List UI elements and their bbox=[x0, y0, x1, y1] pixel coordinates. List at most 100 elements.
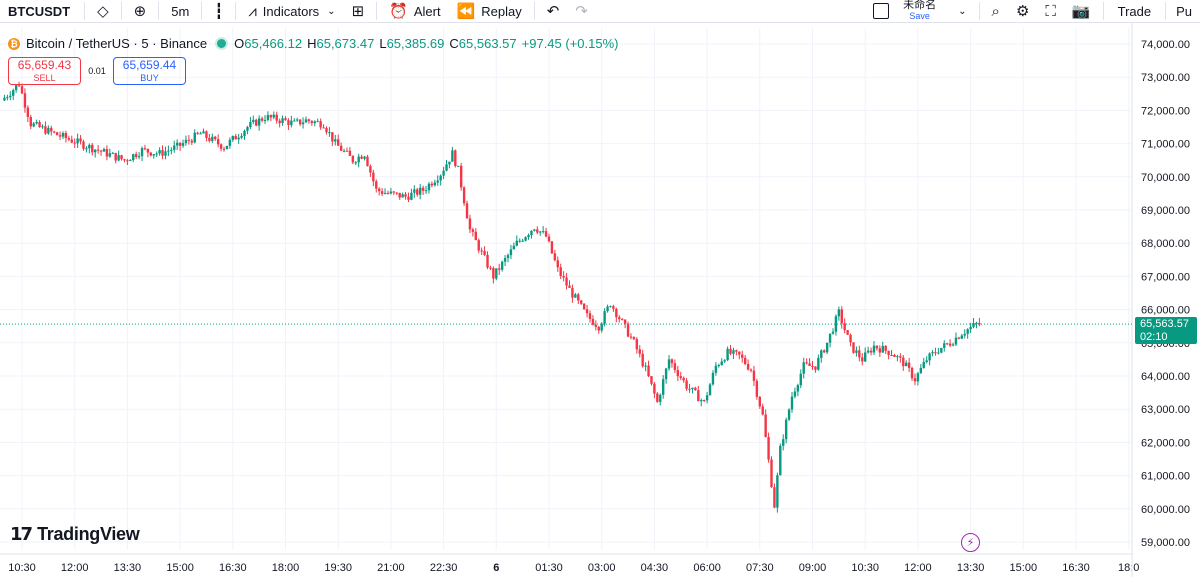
settings-icon: ⚙ bbox=[1015, 2, 1030, 20]
buy-button[interactable]: 65,659.44 BUY bbox=[113, 57, 186, 85]
layout-name: 未命名 bbox=[903, 0, 937, 11]
templates-button[interactable]: ⊞ bbox=[344, 0, 373, 22]
y-tick-label: 71,000.00 bbox=[1141, 139, 1190, 151]
candle-body bbox=[316, 121, 319, 123]
candle-body bbox=[940, 347, 943, 353]
compare-button[interactable]: ⊕ bbox=[126, 0, 155, 22]
legend-title[interactable]: Bitcoin / TetherUS · 5 · Binance bbox=[26, 36, 208, 51]
candle-body bbox=[562, 275, 565, 278]
candle-body bbox=[817, 357, 820, 370]
candle-body bbox=[91, 144, 94, 153]
symbol-search-button[interactable]: BTCUSDT bbox=[8, 3, 71, 19]
candle-body bbox=[108, 153, 112, 157]
candle-body bbox=[427, 183, 431, 191]
replay-button[interactable]: ⏪ Replay bbox=[449, 0, 530, 22]
change-value: +97.45 (+0.15%) bbox=[521, 36, 619, 51]
logo-text: TradingView bbox=[37, 524, 140, 544]
candle-body bbox=[799, 373, 802, 386]
buy-price: 65,659.44 bbox=[122, 57, 177, 72]
candle-body bbox=[404, 194, 407, 197]
candle-body bbox=[366, 156, 369, 167]
sell-price: 65,659.43 bbox=[17, 57, 72, 72]
candle-body bbox=[963, 333, 966, 336]
candle-body bbox=[20, 86, 24, 94]
trade-panel: 65,659.43 SELL 0.01 65,659.44 BUY bbox=[8, 57, 186, 85]
candle-body bbox=[96, 149, 100, 151]
candle-body bbox=[307, 119, 311, 122]
layout-checkbox[interactable] bbox=[865, 0, 897, 22]
candle-body bbox=[325, 127, 328, 133]
publish-button[interactable]: Pu bbox=[1176, 3, 1192, 19]
candle-body bbox=[263, 119, 267, 121]
candle-body bbox=[240, 136, 243, 138]
candle-body bbox=[969, 326, 972, 330]
chart-type-button[interactable]: ┇ bbox=[206, 0, 231, 22]
tradingview-logo[interactable]: 𝟭𝟳 TradingView bbox=[10, 524, 140, 545]
sell-button[interactable]: 65,659.43 SELL bbox=[8, 57, 81, 85]
candle-body bbox=[588, 313, 592, 319]
candle-body bbox=[749, 369, 753, 371]
candle-body bbox=[948, 343, 952, 346]
y-tick-label: 60,000.00 bbox=[1141, 504, 1190, 516]
candle-body bbox=[843, 323, 846, 331]
candle-body bbox=[64, 133, 68, 139]
candle-body bbox=[913, 378, 917, 382]
undo-button[interactable]: ↶ bbox=[539, 0, 568, 22]
plus-circle-icon: ⊕ bbox=[133, 2, 147, 20]
templates-icon: ⊞ bbox=[351, 2, 365, 20]
candle-body bbox=[530, 230, 533, 236]
candle-body bbox=[146, 148, 150, 153]
candle-body bbox=[363, 156, 366, 159]
tradingview-mark-icon: 𝟭𝟳 bbox=[10, 524, 33, 544]
candle-body bbox=[436, 180, 439, 183]
candle-body bbox=[152, 154, 155, 156]
layout-menu-button[interactable]: ⌄ bbox=[942, 0, 974, 22]
candle-body bbox=[41, 126, 44, 128]
candle-body bbox=[872, 345, 876, 353]
candle-body bbox=[480, 250, 483, 252]
market-status-icon[interactable] bbox=[217, 39, 227, 48]
x-tick-label: 07:30 bbox=[746, 562, 774, 574]
lightning-icon[interactable]: ⚡ bbox=[961, 533, 980, 552]
candle-body bbox=[430, 183, 434, 186]
y-tick-label: 59,000.00 bbox=[1141, 537, 1190, 549]
candle-body bbox=[676, 370, 680, 377]
settings-button[interactable]: ⚙ bbox=[1008, 0, 1037, 22]
candle-body bbox=[477, 240, 480, 251]
candle-body bbox=[190, 140, 194, 143]
indicators-button[interactable]: ⩘ Indicators ⌄ bbox=[240, 0, 343, 22]
alert-button[interactable]: ⏰ Alert bbox=[381, 0, 448, 22]
save-layout-button[interactable]: 未命名 Save bbox=[897, 0, 942, 22]
gem-icon[interactable]: ◇ bbox=[97, 2, 109, 20]
trade-button[interactable]: Trade bbox=[1117, 3, 1152, 19]
candle-body bbox=[216, 139, 220, 145]
quick-search-button[interactable]: ⌕ bbox=[984, 0, 1008, 22]
candle-body bbox=[623, 319, 627, 324]
candle-body bbox=[137, 156, 141, 158]
candle-body bbox=[395, 192, 398, 194]
candle-body bbox=[770, 459, 773, 488]
camera-icon: 📷 bbox=[1071, 2, 1091, 20]
interval-button[interactable]: 5m bbox=[171, 3, 190, 19]
fullscreen-button[interactable]: ⛶ bbox=[1037, 0, 1064, 22]
candle-body bbox=[582, 303, 586, 310]
candle-body bbox=[471, 229, 475, 232]
x-tick-label: 03:00 bbox=[588, 562, 616, 574]
y-tick-label: 63,000.00 bbox=[1141, 404, 1190, 416]
snapshot-button[interactable]: 📷 bbox=[1064, 0, 1099, 22]
x-tick-label: 16:30 bbox=[219, 562, 247, 574]
bar-countdown: 02:10 bbox=[1140, 331, 1168, 343]
redo-button[interactable]: ↷ bbox=[567, 0, 596, 22]
x-tick-label: 10:30 bbox=[8, 562, 36, 574]
candle-body bbox=[752, 370, 756, 381]
candle-body bbox=[249, 122, 252, 128]
candle-body bbox=[711, 372, 715, 385]
candle-body bbox=[544, 231, 548, 237]
candle-body bbox=[594, 324, 598, 327]
candle-body bbox=[132, 154, 135, 161]
candle-body bbox=[170, 149, 173, 151]
candle-body bbox=[916, 373, 920, 382]
candle-body bbox=[421, 187, 425, 191]
candle-body bbox=[896, 356, 899, 358]
